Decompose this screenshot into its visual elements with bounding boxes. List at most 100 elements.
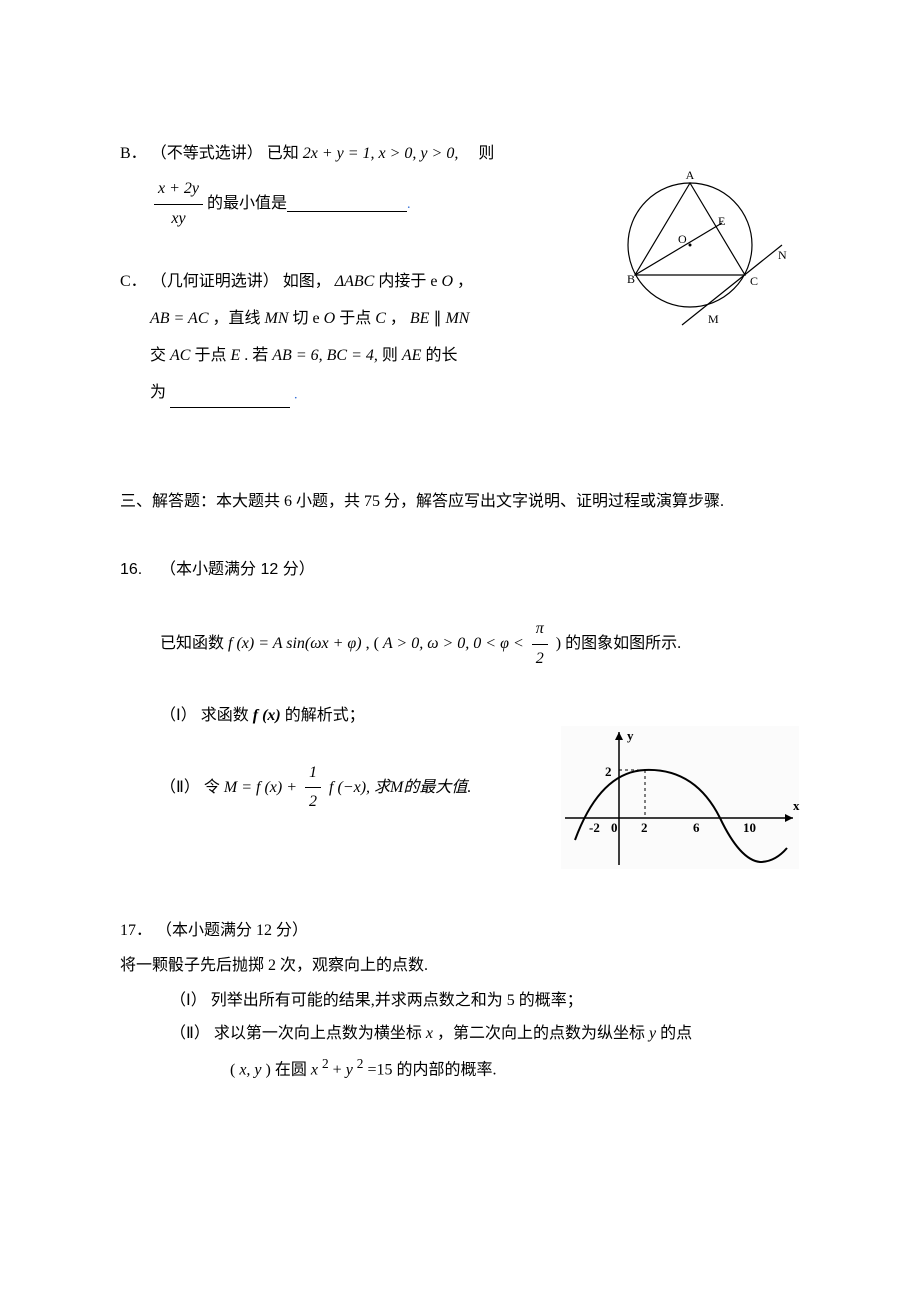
c2e: O: [324, 310, 336, 327]
label-o-pt: O: [678, 232, 687, 246]
c1e: ，: [457, 273, 473, 290]
c2f: 于点: [339, 310, 375, 327]
c3d: E: [230, 347, 240, 364]
c-line2: AB = AC ，直线 MN 切 e O 于点 C ， BE ∥ MN: [120, 305, 500, 334]
section-3-text: 三、解答题：本大题共 6 小题，共 75 分，解答应写出文字说明、证明过程或演算…: [120, 493, 724, 510]
then-text: 则: [478, 145, 494, 162]
label-m-pt: M: [708, 312, 719, 326]
q16-title: 16. （本小题满分 12 分）: [120, 556, 800, 585]
blank-line-c: [170, 392, 290, 408]
tick-0: 0: [611, 820, 618, 835]
label-e-pt: E: [718, 214, 725, 228]
line-mn: [682, 245, 782, 325]
blank-line-b: [287, 196, 407, 212]
q17-eq: =15 的内部的概率.: [367, 1062, 496, 1079]
c2j: ∥: [433, 310, 445, 327]
pi-den: 2: [532, 645, 548, 674]
tick-10: 10: [743, 820, 756, 835]
problem-c-text: C． （几何证明选讲） 如图， ΔABC 内接于 e O ， AB = AC ，…: [120, 268, 500, 407]
blank-dot-c: .: [294, 387, 298, 402]
center-dot: [689, 244, 692, 247]
q16-half-frac: 1 2: [305, 759, 321, 818]
c3i: 的长: [425, 347, 457, 364]
cond-intro: 已知: [267, 145, 299, 162]
c3b: AC: [170, 347, 190, 364]
c2c: MN: [265, 310, 289, 327]
c1d: O: [441, 273, 453, 290]
q16-p1-label: （Ⅰ）: [160, 707, 197, 724]
frac-den: xy: [167, 205, 189, 234]
ylabel: y: [627, 728, 634, 743]
c3g: 则: [382, 347, 402, 364]
c-line1: C． （几何证明选讲） 如图， ΔABC 内接于 e O ，: [120, 268, 500, 297]
q17-l2a: (: [230, 1062, 235, 1079]
q16-text: （本小题满分 12 分）: [160, 561, 315, 578]
suffix-b: 的最小值是: [207, 190, 287, 219]
c3a: 交: [150, 347, 170, 364]
c3e: . 若: [244, 347, 272, 364]
c1c: 内接于 e: [378, 273, 441, 290]
tick-6: 6: [693, 820, 700, 835]
q17-l2d: x: [311, 1062, 318, 1079]
q16-p2-after: f (−x), 求M的最大值.: [329, 779, 471, 796]
label-b: B．: [120, 145, 147, 162]
tick-neg2: -2: [589, 820, 600, 835]
c2h: ，: [390, 310, 410, 327]
c4: 为: [150, 384, 166, 401]
xlabel: x: [793, 798, 800, 813]
q16-cond: A > 0, ω > 0, 0 < φ <: [383, 635, 524, 652]
q17-p2-t1: 求以第一次向上点数为横坐标: [214, 1025, 426, 1042]
q17-l2b: x, y: [239, 1062, 261, 1079]
q17-part2-line2: ( x, y ) 在圆 x 2 + y 2 =15 的内部的概率.: [170, 1052, 800, 1085]
topic-c: （几何证明选讲）: [151, 273, 279, 290]
frac-expr: x + 2y xy: [154, 175, 203, 234]
question-17: 17． （本小题满分 12 分） 将一颗骰子先后抛掷 2 次，观察向上的点数. …: [120, 917, 800, 1085]
q17-l2e: y: [346, 1062, 353, 1079]
q16-fn: f (x) = A sin(ωx + φ): [228, 635, 362, 652]
label-b-pt: B: [627, 272, 635, 286]
q17-text: （本小题满分 12 分）: [156, 922, 308, 939]
q17-title: 17． （本小题满分 12 分）: [120, 917, 800, 946]
line-be: [635, 223, 722, 275]
q17-p1-text: 列举出所有可能的结果,并求两点数之和为 5 的概率；: [211, 992, 583, 1009]
q16-p2-label: （Ⅱ）: [160, 779, 200, 796]
half-den: 2: [305, 788, 321, 817]
c1b: ΔABC: [335, 273, 375, 290]
label-a: A: [686, 168, 695, 182]
c2g: C: [375, 310, 386, 327]
label-n-pt: N: [778, 248, 787, 262]
c3f: AB = 6, BC = 4,: [272, 347, 378, 364]
q17-part1: （Ⅰ） 列举出所有可能的结果,并求两点数之和为 5 的概率；: [170, 987, 800, 1016]
q17-list: （Ⅰ） 列举出所有可能的结果,并求两点数之和为 5 的概率； （Ⅱ） 求以第一次…: [120, 987, 800, 1086]
cond-expr: 2x + y = 1, x > 0, y > 0,: [303, 145, 459, 162]
label-c: C．: [120, 273, 147, 290]
q17-p2-t2: ，第二次向上的点数为纵坐标: [437, 1025, 649, 1042]
ytick-2: 2: [605, 764, 612, 779]
c3c: 于点: [194, 347, 230, 364]
q17-l2c: ) 在圆: [266, 1062, 311, 1079]
q17-plus: +: [333, 1062, 342, 1079]
q17-p2-y: y: [649, 1025, 656, 1042]
frac-num: x + 2y: [154, 175, 203, 205]
q16-pi-frac: π 2: [532, 615, 548, 674]
q16-p2-m: M = f (x) +: [224, 779, 297, 796]
q16-p1-text: 求函数: [201, 707, 253, 724]
q16c: ) 的图象如图所示.: [556, 635, 681, 652]
q17-part2-line1: （Ⅱ） 求以第一次向上点数为横坐标 x ，第二次向上的点数为纵坐标 y 的点: [170, 1020, 800, 1049]
c1a: 如图，: [283, 273, 331, 290]
q17-p2-x: x: [426, 1025, 433, 1042]
q17-p2-t3: 的点: [660, 1025, 692, 1042]
figure-sine-graph: -2 0 2 6 10 2 x y: [555, 720, 805, 886]
q17-intro: 将一颗骰子先后抛掷 2 次，观察向上的点数.: [120, 952, 800, 981]
q16-p1-fn: f (x): [253, 707, 281, 724]
label-c-pt: C: [750, 274, 758, 288]
c-line4: 为 .: [120, 379, 500, 408]
q17-num: 17．: [120, 922, 152, 939]
c2b: ，直线: [213, 310, 265, 327]
tick-2: 2: [641, 820, 648, 835]
topic-b: （不等式选讲）: [151, 145, 263, 162]
q17-sq2: 2: [357, 1056, 364, 1071]
q16-num: 16.: [120, 561, 142, 578]
q17-p1-label: （Ⅰ）: [170, 992, 207, 1009]
pi-num: π: [532, 615, 548, 645]
